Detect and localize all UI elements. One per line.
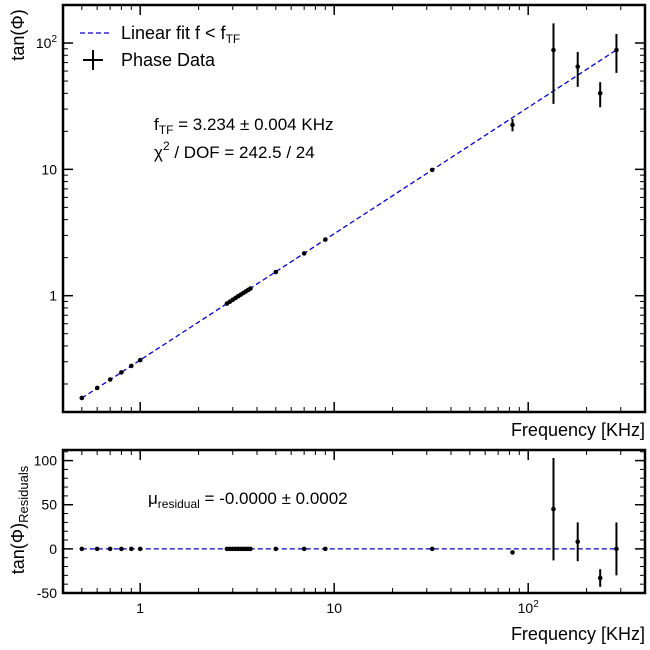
mu-annotation: μresidual = -0.0000 ± 0.0002 (148, 489, 348, 511)
chi2-annotation: χ2 / DOF = 242.5 / 24 (154, 139, 315, 162)
residual-points (79, 457, 619, 587)
residual-point (301, 546, 307, 552)
phase-data-point (248, 286, 253, 291)
residual-point (429, 546, 435, 552)
residual-point (129, 546, 134, 552)
phase-data-point (551, 47, 556, 53)
main-ylabel: tan(Φ) (8, 9, 28, 60)
res-y-tick-label: 50 (41, 497, 57, 513)
legend-data-label: Phase Data (121, 50, 216, 70)
residuals-plot: -50 0 50 100 1 10 102 μresidual = -0.0000 ± 0.… (8, 448, 647, 644)
res-y-tick-label: 100 (34, 453, 58, 469)
residual-point (597, 575, 603, 581)
residual-point (551, 506, 556, 512)
phase-data-point (597, 90, 603, 96)
residual-point (510, 550, 515, 555)
residual-point (119, 546, 124, 552)
phase-data-point (137, 357, 143, 363)
residual-point (575, 539, 581, 545)
main-plot: 1 10 102 Linear fit f < fTF Phase Data fTF… (8, 3, 647, 440)
fTF-annotation: fTF = 3.234 ± 0.004 KHz (154, 115, 333, 137)
phase-data-point (94, 385, 100, 391)
phase-data-point (107, 377, 113, 382)
main-plot-frame (61, 3, 647, 414)
residual-point (107, 546, 113, 552)
residual-point (248, 546, 253, 552)
res-y-tick-label: -50 (37, 585, 57, 601)
res-y-tick-label: 0 (49, 541, 57, 557)
residual-point (137, 546, 143, 552)
phase-data-point (575, 64, 581, 69)
phase-data-point (119, 370, 124, 375)
legend: Linear fit f < fTF Phase Data (80, 23, 240, 70)
residuals-tick-labels: -50 0 50 100 1 10 102 (34, 453, 540, 616)
residual-point (614, 546, 619, 552)
legend-fit-label: Linear fit f < fTF (121, 23, 240, 46)
main-y-tick-label: 10 (41, 161, 57, 177)
residual-point (273, 546, 279, 552)
phase-data-point (429, 167, 435, 173)
phase-data-point (323, 237, 328, 242)
main-y-tick-label: 102 (36, 34, 58, 51)
res-x-tick-label: 10 (326, 600, 342, 616)
phase-data-point (301, 251, 307, 256)
residuals-xlabel: Frequency [KHz] (511, 624, 645, 644)
phase-data-points (79, 23, 619, 401)
main-y-tick-label: 1 (49, 288, 57, 304)
phase-data-point (129, 363, 134, 369)
residual-point (94, 546, 100, 552)
residual-point (79, 546, 85, 552)
phase-data-point (273, 269, 279, 275)
phase-data-point (614, 47, 619, 53)
residuals-ylabel: tan(Φ)Residuals (8, 465, 31, 574)
fit-line (81, 48, 619, 399)
main-axis-ticks (62, 4, 646, 412)
main-tick-labels: 1 10 102 (36, 34, 58, 304)
res-x-tick-label: 1 (136, 600, 144, 616)
residuals-plot-frame (61, 448, 647, 595)
phase-data-point (510, 122, 515, 128)
res-x-tick-label: 102 (518, 599, 540, 616)
residual-point (323, 546, 328, 552)
residuals-axis-ticks (62, 450, 646, 594)
main-xlabel: Frequency [KHz] (511, 420, 645, 440)
phase-data-point (79, 395, 85, 401)
